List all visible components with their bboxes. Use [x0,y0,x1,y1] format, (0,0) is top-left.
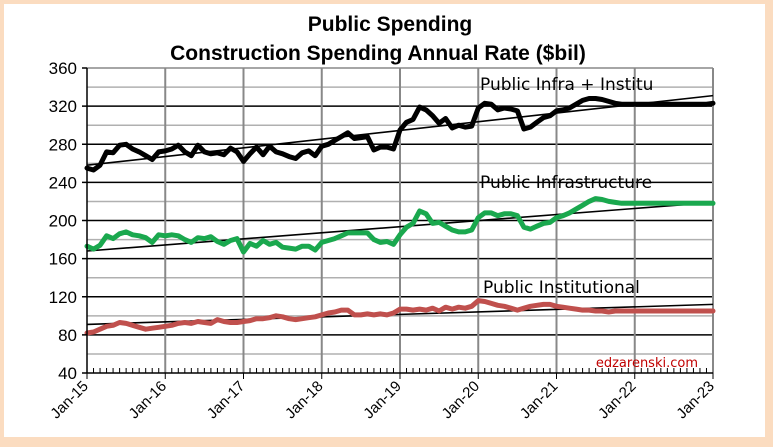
x-tick-label: Jan-23 [673,378,717,422]
x-tick-label: Jan-16 [126,378,170,422]
y-tick-label: 280 [49,135,77,154]
chart-title: Public Spending [308,13,473,36]
y-tick-label: 200 [49,212,77,231]
series-line-public-institutional [84,298,716,336]
x-tick-label: Jan-22 [595,378,639,422]
series-label-infrastructure: Public Infrastructure [480,173,652,193]
x-tick-label: Jan-21 [517,378,561,422]
series-line-public-infra-institu [84,96,716,173]
series-line-public-infrastructure [84,196,716,255]
y-tick-label: 80 [58,326,77,345]
x-tick-label: Jan-15 [47,378,91,422]
series-label-institutional: Public Institutional [483,278,640,298]
y-tick-label: 40 [58,364,77,383]
x-tick-label: Jan-17 [204,378,248,422]
chart-subtitle: Construction Spending Annual Rate ($bil) [170,42,586,65]
y-tick-label: 120 [49,288,77,307]
series-label-infra-institu: Public Infra + Institu [480,75,653,95]
x-tick-label: Jan-19 [360,378,404,422]
y-tick-label: 160 [49,250,77,269]
x-tick-label: Jan-20 [439,378,483,422]
y-tick-label: 320 [49,97,77,116]
x-tick-label: Jan-18 [282,378,326,422]
watermark: edzarenski.com [596,356,698,371]
y-tick-label: 240 [49,173,77,192]
y-tick-label: 360 [49,59,77,78]
